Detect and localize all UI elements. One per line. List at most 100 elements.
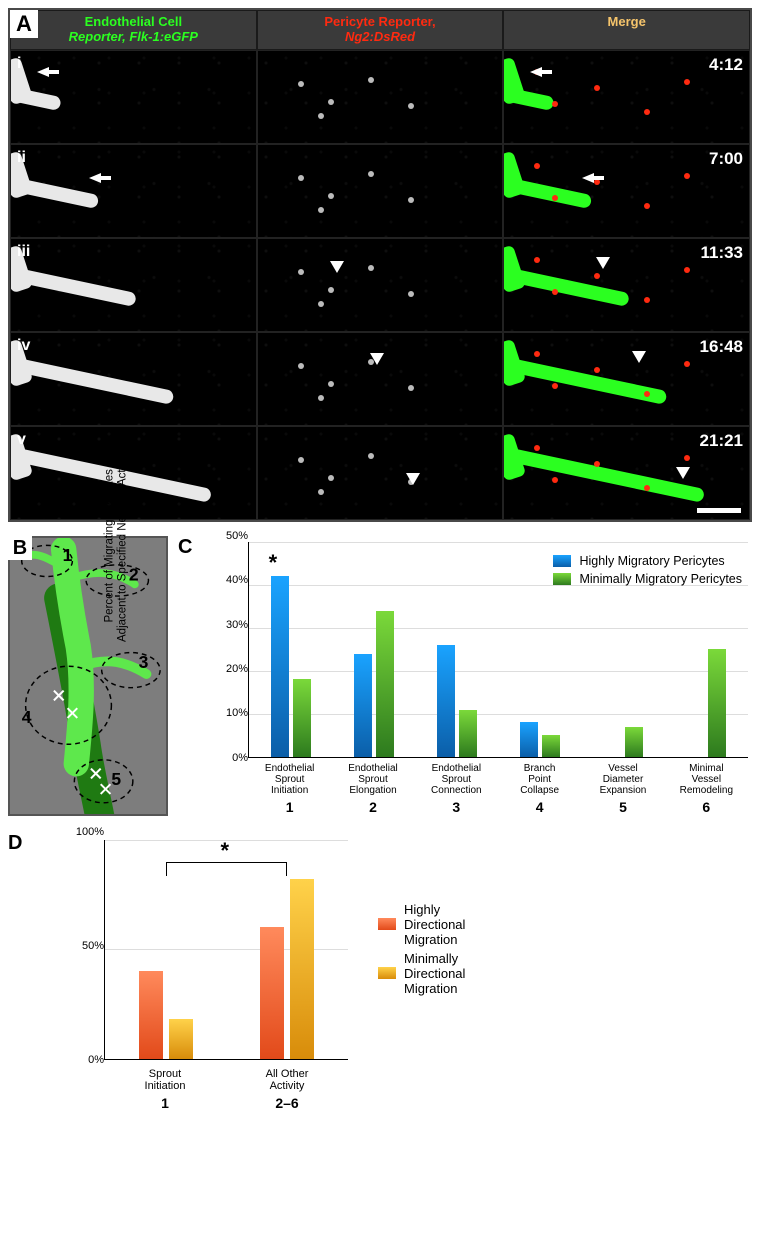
arrow-icon xyxy=(37,67,49,77)
svg-text:2: 2 xyxy=(129,564,139,584)
panel-D-chart-wrap: Percent of Migrating PericytesAdjacent t… xyxy=(32,832,352,1112)
panel-A-row-label: ii xyxy=(17,149,26,167)
microscopy-cell: iv xyxy=(10,332,257,426)
y-tick: 30% xyxy=(208,619,248,631)
legend-item: Minimally Migratory Pericytes xyxy=(553,572,742,586)
y-tick: 100% xyxy=(64,826,104,838)
panel-D-label: D xyxy=(8,832,22,855)
panel-A-row-label: v xyxy=(17,431,26,449)
bar xyxy=(271,576,289,757)
microscopy-cell xyxy=(257,238,504,332)
panel-C: C Percent of Migrating PericytesAdjacent… xyxy=(178,536,752,816)
panel-C-legend: Highly Migratory Pericytes Minimally Migr… xyxy=(553,554,742,590)
bar xyxy=(260,927,284,1058)
bar xyxy=(293,679,311,756)
panel-D-legend: HighlyDirectionalMigrationMinimallyDirec… xyxy=(378,902,465,1000)
arrowhead-icon xyxy=(406,473,420,485)
microscopy-cell: i xyxy=(10,50,257,144)
panel-A-row-label: iv xyxy=(17,337,30,355)
panel-C-y-axis: 0%10%20%30%40%50% xyxy=(200,536,248,758)
panel-D-chart-area: * xyxy=(104,840,348,1060)
legend-swatch xyxy=(553,555,571,567)
panel-A-row: i 4:12 xyxy=(10,50,750,144)
arrowhead-icon xyxy=(330,261,344,273)
svg-text:5: 5 xyxy=(111,769,121,789)
significance-bracket xyxy=(166,862,288,876)
arrowhead-icon xyxy=(676,467,690,479)
legend-swatch xyxy=(378,918,396,930)
panel-B-label: B xyxy=(8,536,32,560)
legend-label: Highly Migratory Pericytes xyxy=(579,554,724,568)
microscopy-cell: ii xyxy=(10,144,257,238)
y-tick: 50% xyxy=(208,530,248,542)
panel-A-row: iii 11:33 xyxy=(10,238,750,332)
microscopy-cell: 7:00 xyxy=(503,144,750,238)
panel-A-label: A xyxy=(10,10,38,38)
microscopy-cell: 4:12 xyxy=(503,50,750,144)
panel-A-row: ii 7:00 xyxy=(10,144,750,238)
legend-label: MinimallyDirectionalMigration xyxy=(404,951,465,996)
timestamp: 16:48 xyxy=(700,337,743,357)
arrow-icon xyxy=(530,67,542,77)
bar-group xyxy=(437,542,477,757)
x-category: MinimalVesselRemodeling6 xyxy=(680,763,733,815)
x-category: EndothelialSproutInitiation1 xyxy=(265,763,314,815)
svg-text:4: 4 xyxy=(22,707,32,727)
legend-label: Minimally Migratory Pericytes xyxy=(579,572,742,586)
bar xyxy=(139,971,163,1059)
microscopy-cell xyxy=(257,426,504,520)
y-tick: 20% xyxy=(208,663,248,675)
arrowhead-icon xyxy=(632,351,646,363)
microscopy-cell xyxy=(257,332,504,426)
panel-A-col-headers: Endothelial CellReporter, Flk-1:eGFPPeri… xyxy=(10,10,750,50)
microscopy-cell: 21:21 xyxy=(503,426,750,520)
x-category: EndothelialSproutElongation2 xyxy=(348,763,397,815)
microscopy-cell: 11:33 xyxy=(503,238,750,332)
x-category: All OtherActivity2–6 xyxy=(266,1068,309,1112)
panel-A-row-label: iii xyxy=(17,243,30,261)
microscopy-cell xyxy=(257,144,504,238)
legend-item: Highly Migratory Pericytes xyxy=(553,554,742,568)
y-tick: 10% xyxy=(208,707,248,719)
y-tick: 50% xyxy=(64,940,104,952)
y-tick: 0% xyxy=(208,752,248,764)
arrowhead-icon xyxy=(370,353,384,365)
panel-C-label: C xyxy=(178,536,192,559)
legend-label: HighlyDirectionalMigration xyxy=(404,902,465,947)
x-category: BranchPointCollapse4 xyxy=(520,763,559,815)
timestamp: 11:33 xyxy=(700,243,743,263)
microscopy-cell: iii xyxy=(10,238,257,332)
legend-item: MinimallyDirectionalMigration xyxy=(378,951,465,996)
panel-A-col-header: Pericyte Reporter,Ng2:DsRed xyxy=(257,10,504,50)
svg-text:3: 3 xyxy=(139,652,149,672)
panel-A-row: iv 16:48 xyxy=(10,332,750,426)
scalebar xyxy=(697,508,741,513)
panel-B: B 1 2 3 4 5 xyxy=(8,536,168,816)
legend-item: HighlyDirectionalMigration xyxy=(378,902,465,947)
x-category: VesselDiameterExpansion5 xyxy=(600,763,647,815)
timestamp: 7:00 xyxy=(709,149,743,169)
svg-text:1: 1 xyxy=(63,545,73,565)
microscopy-cell: 16:48 xyxy=(503,332,750,426)
arrowhead-icon xyxy=(596,257,610,269)
panel-D-y-axis: 0%50%100% xyxy=(56,832,104,1060)
panel-A-col-header: Endothelial CellReporter, Flk-1:eGFP xyxy=(10,10,257,50)
significance-star: * xyxy=(269,550,278,576)
legend-swatch xyxy=(553,573,571,585)
x-category: EndothelialSproutConnection3 xyxy=(431,763,482,815)
y-tick: 40% xyxy=(208,574,248,586)
figure-root: A Endothelial CellReporter, Flk-1:eGFPPe… xyxy=(0,0,760,1120)
x-category: SproutInitiation1 xyxy=(145,1068,186,1112)
bar xyxy=(169,1019,193,1058)
arrow-icon xyxy=(582,173,594,183)
bar-group xyxy=(354,542,394,757)
y-tick: 0% xyxy=(64,1054,104,1066)
bar xyxy=(354,654,372,757)
bar xyxy=(376,611,394,757)
microscopy-cell xyxy=(257,50,504,144)
timestamp: 4:12 xyxy=(709,55,743,75)
panel-C-y-axis-label: Percent of Migrating PericytesAdjacent t… xyxy=(103,441,129,651)
legend-swatch xyxy=(378,967,396,979)
arrow-icon xyxy=(89,173,101,183)
panel-A-col-header: Merge xyxy=(503,10,750,50)
